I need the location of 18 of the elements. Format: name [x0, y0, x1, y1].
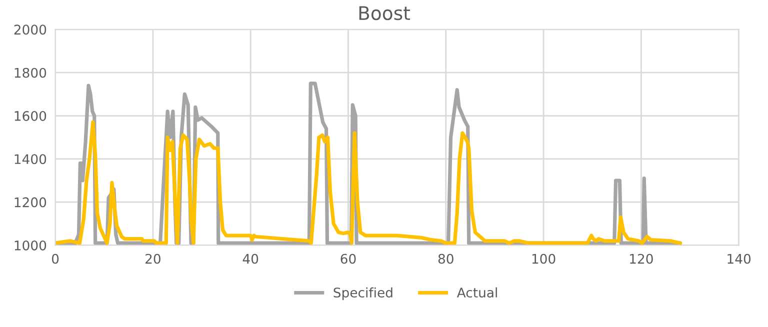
y-tick-label: 1600: [14, 110, 46, 121]
line-series: [55, 120, 682, 245]
y-tick-label: 1000: [14, 240, 46, 250]
chart-title: Boost: [359, 6, 410, 20]
x-tick-label: 100: [532, 254, 556, 264]
x-tick-label: 0: [52, 254, 59, 264]
x-tick-label: 120: [630, 254, 653, 264]
y-tick-label: 1400: [14, 154, 46, 164]
legend-label: Actual: [456, 287, 497, 298]
x-tick-label: 140: [728, 254, 751, 264]
y-tick-label: 2000: [14, 24, 46, 35]
y-tick-label: 1800: [14, 68, 46, 78]
y-tick-label: 1200: [14, 197, 46, 208]
x-tick-label: 60: [340, 254, 356, 264]
legend-label: Specified: [334, 287, 392, 300]
x-tick-label: 40: [242, 254, 258, 264]
x-tick-label: 80: [438, 254, 454, 264]
x-tick-label: 20: [146, 254, 160, 264]
